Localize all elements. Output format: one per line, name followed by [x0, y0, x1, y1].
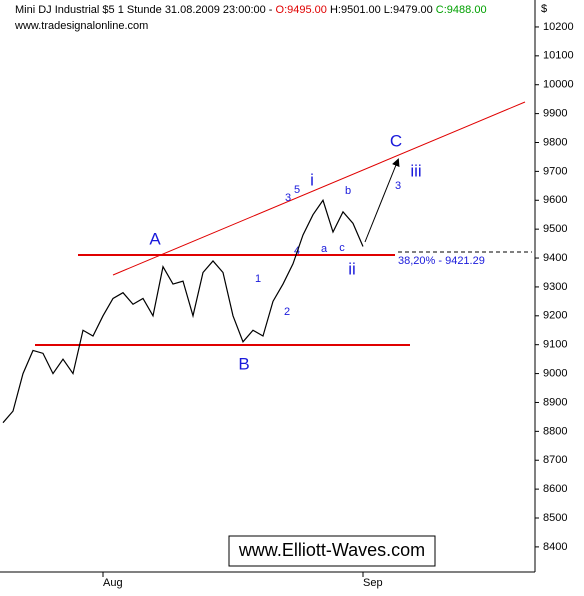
y-tick-label: 9900 — [543, 108, 567, 120]
watermark: www.Elliott-Waves.com — [238, 540, 425, 560]
x-tick-label: Aug — [103, 577, 123, 589]
wave-label: b — [345, 185, 351, 197]
y-tick-label: 9000 — [543, 367, 567, 379]
open: O:9495.00 — [276, 4, 327, 16]
close: C:9488.00 — [436, 4, 487, 16]
wave-label: iii — [410, 161, 421, 180]
y-tick-label: 9400 — [543, 252, 567, 264]
y-tick-label: 8800 — [543, 425, 567, 437]
wave-label: a — [321, 243, 328, 255]
datetime: 31.08.2009 23:00:00 - — [165, 4, 273, 16]
watermark-box — [228, 535, 436, 567]
subtitle: www.tradesignalonline.com — [14, 20, 148, 32]
y-tick-label: 8400 — [543, 541, 567, 553]
x-tick-label: Sep — [363, 577, 383, 589]
wave-label: i — [310, 170, 314, 189]
y-tick-label: 9800 — [543, 136, 567, 148]
low: L:9479.00 — [384, 4, 433, 16]
y-tick-label: 10000 — [543, 79, 574, 91]
title-text: Mini DJ Industrial $5 1 Stunde — [15, 4, 162, 16]
high: H:9501.00 — [330, 4, 381, 16]
arrow — [364, 158, 400, 243]
wave-label: C — [390, 131, 402, 150]
y-tick-label: 8900 — [543, 396, 567, 408]
wave-label: 5 — [294, 184, 300, 196]
wave-label: ii — [348, 259, 356, 278]
wave-label: B — [238, 354, 249, 373]
wave-label: 3 — [285, 192, 291, 204]
title: Mini DJ Industrial $5 1 Stunde 31.08.200… — [15, 4, 487, 16]
y-tick-label: 10100 — [543, 50, 574, 62]
y-tick-label: 9700 — [543, 165, 567, 177]
wave-label: A — [149, 229, 161, 248]
y-tick-label: 9500 — [543, 223, 567, 235]
wave-label: 3 — [395, 180, 401, 192]
wave-label: c — [339, 242, 345, 254]
y-tick-label: 9300 — [543, 281, 567, 293]
y-tick-label: 8700 — [543, 454, 567, 466]
y-tick-label: 8600 — [543, 483, 567, 495]
y-tick-label: 9600 — [543, 194, 567, 206]
y-tick-label: 8500 — [543, 512, 567, 524]
wave-label: 1 — [255, 273, 261, 285]
y-tick-label: 10200 — [543, 21, 574, 33]
fib-label: 38,20% - 9421.29 — [398, 255, 485, 267]
channel-line — [112, 101, 526, 276]
price-line — [2, 198, 364, 424]
wave-label: 2 — [284, 306, 290, 318]
y-tick-label: 9100 — [543, 339, 567, 351]
currency: $ — [541, 3, 547, 15]
y-tick-label: 9200 — [543, 310, 567, 322]
